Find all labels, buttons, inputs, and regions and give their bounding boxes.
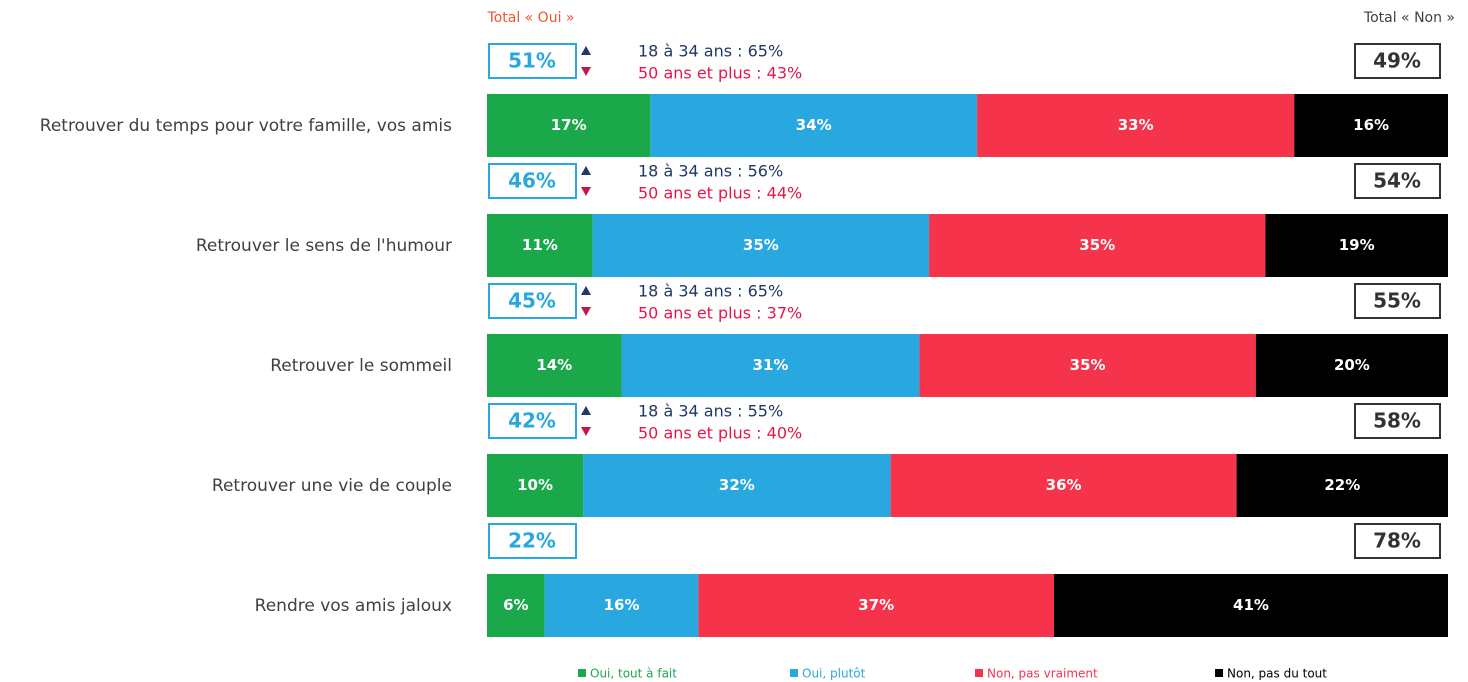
total-non-box [1354, 43, 1441, 79]
subgroup-young: 18 à 34 ans : 65% [638, 282, 783, 301]
total-non-box [1354, 283, 1441, 319]
legend-swatch [578, 669, 586, 677]
header-non: Total « Non » [1363, 10, 1455, 26]
bar-segment [929, 214, 1266, 277]
value-label: 41% [1233, 596, 1269, 614]
value-label: 17% [551, 116, 587, 134]
total-oui-box [488, 163, 577, 199]
legend-label: Non, pas du tout [1227, 667, 1327, 681]
legend-swatch [1215, 669, 1223, 677]
total-non-label: 78% [1373, 529, 1421, 553]
value-label: 20% [1334, 356, 1370, 374]
arrow-down [581, 187, 591, 196]
subgroup-young: 18 à 34 ans : 65% [638, 42, 783, 61]
legend-label: Oui, tout à fait [590, 667, 677, 681]
value-label: 32% [719, 476, 755, 494]
bar-segment [650, 94, 978, 157]
subgroup-senior: 50 ans et plus : 44% [638, 184, 802, 203]
bar-segment [487, 94, 651, 157]
subgroup-senior: 50 ans et plus : 43% [638, 64, 802, 83]
total-non-box [1354, 403, 1441, 439]
subgroup-young: 18 à 34 ans : 56% [638, 162, 783, 181]
total-non-label: 49% [1373, 49, 1421, 73]
value-label: 14% [536, 356, 572, 374]
value-label: 10% [517, 476, 553, 494]
category-label: Retrouver du temps pour votre famille, v… [39, 115, 452, 136]
total-non-label: 54% [1373, 169, 1421, 193]
bar-segment [621, 334, 920, 397]
arrow-up [581, 166, 591, 175]
bar-segment [1255, 334, 1448, 397]
category-label: Retrouver une vie de couple [211, 475, 452, 496]
subgroup-senior: 50 ans et plus : 37% [638, 304, 802, 323]
value-label: 34% [796, 116, 832, 134]
total-oui-box [488, 403, 577, 439]
subgroup-young: 18 à 34 ans : 55% [638, 402, 783, 421]
bar-segment [487, 334, 622, 397]
bar-segment [487, 574, 545, 637]
value-label: 16% [1353, 116, 1389, 134]
value-label: 11% [522, 236, 558, 254]
value-label: 16% [604, 596, 640, 614]
category-label: Rendre vos amis jaloux [254, 595, 452, 616]
bar-segment [592, 214, 930, 277]
legend-swatch [975, 669, 983, 677]
total-non-box [1354, 523, 1441, 559]
total-oui-box [488, 43, 577, 79]
bar-segment [919, 334, 1256, 397]
legend-label: Oui, plutôt [802, 667, 866, 681]
value-label: 36% [1046, 476, 1082, 494]
value-label: 35% [1079, 236, 1115, 254]
total-oui-label: 42% [508, 409, 556, 433]
total-oui-box [488, 523, 577, 559]
total-oui-label: 45% [508, 289, 556, 313]
category-label: Retrouver le sommeil [270, 355, 452, 376]
total-oui-label: 22% [508, 529, 556, 553]
bar-segment [487, 454, 584, 517]
total-non-box [1354, 163, 1441, 199]
subgroup-senior: 50 ans et plus : 40% [638, 424, 802, 443]
bar-segment [583, 454, 891, 517]
value-label: 22% [1324, 476, 1360, 494]
value-label: 37% [858, 596, 894, 614]
legend-label: Non, pas vraiment [987, 667, 1098, 681]
value-label: 31% [753, 356, 789, 374]
total-non-label: 58% [1373, 409, 1421, 433]
bar-segment [698, 574, 1054, 637]
bar-segment [977, 94, 1295, 157]
bar-segment [487, 214, 593, 277]
bar-segment [1294, 94, 1448, 157]
arrow-up [581, 46, 591, 55]
value-label: 35% [743, 236, 779, 254]
legend-swatch [790, 669, 798, 677]
header-oui: Total « Oui » [487, 10, 575, 26]
value-label: 6% [503, 596, 528, 614]
bar-segment [544, 574, 699, 637]
total-oui-label: 51% [508, 49, 556, 73]
arrow-down [581, 307, 591, 316]
bar-segment [1265, 214, 1448, 277]
arrow-down [581, 427, 591, 436]
total-oui-label: 46% [508, 169, 556, 193]
category-label: Retrouver le sens de l'humour [195, 235, 452, 256]
arrow-up [581, 286, 591, 295]
arrow-down [581, 67, 591, 76]
total-non-label: 55% [1373, 289, 1421, 313]
arrow-up [581, 406, 591, 415]
bar-segment [1053, 574, 1448, 637]
bar-segment [1236, 454, 1448, 517]
bar-segment [890, 454, 1237, 517]
value-label: 19% [1339, 236, 1375, 254]
total-oui-box [488, 283, 577, 319]
value-label: 35% [1070, 356, 1106, 374]
value-label: 33% [1118, 116, 1154, 134]
